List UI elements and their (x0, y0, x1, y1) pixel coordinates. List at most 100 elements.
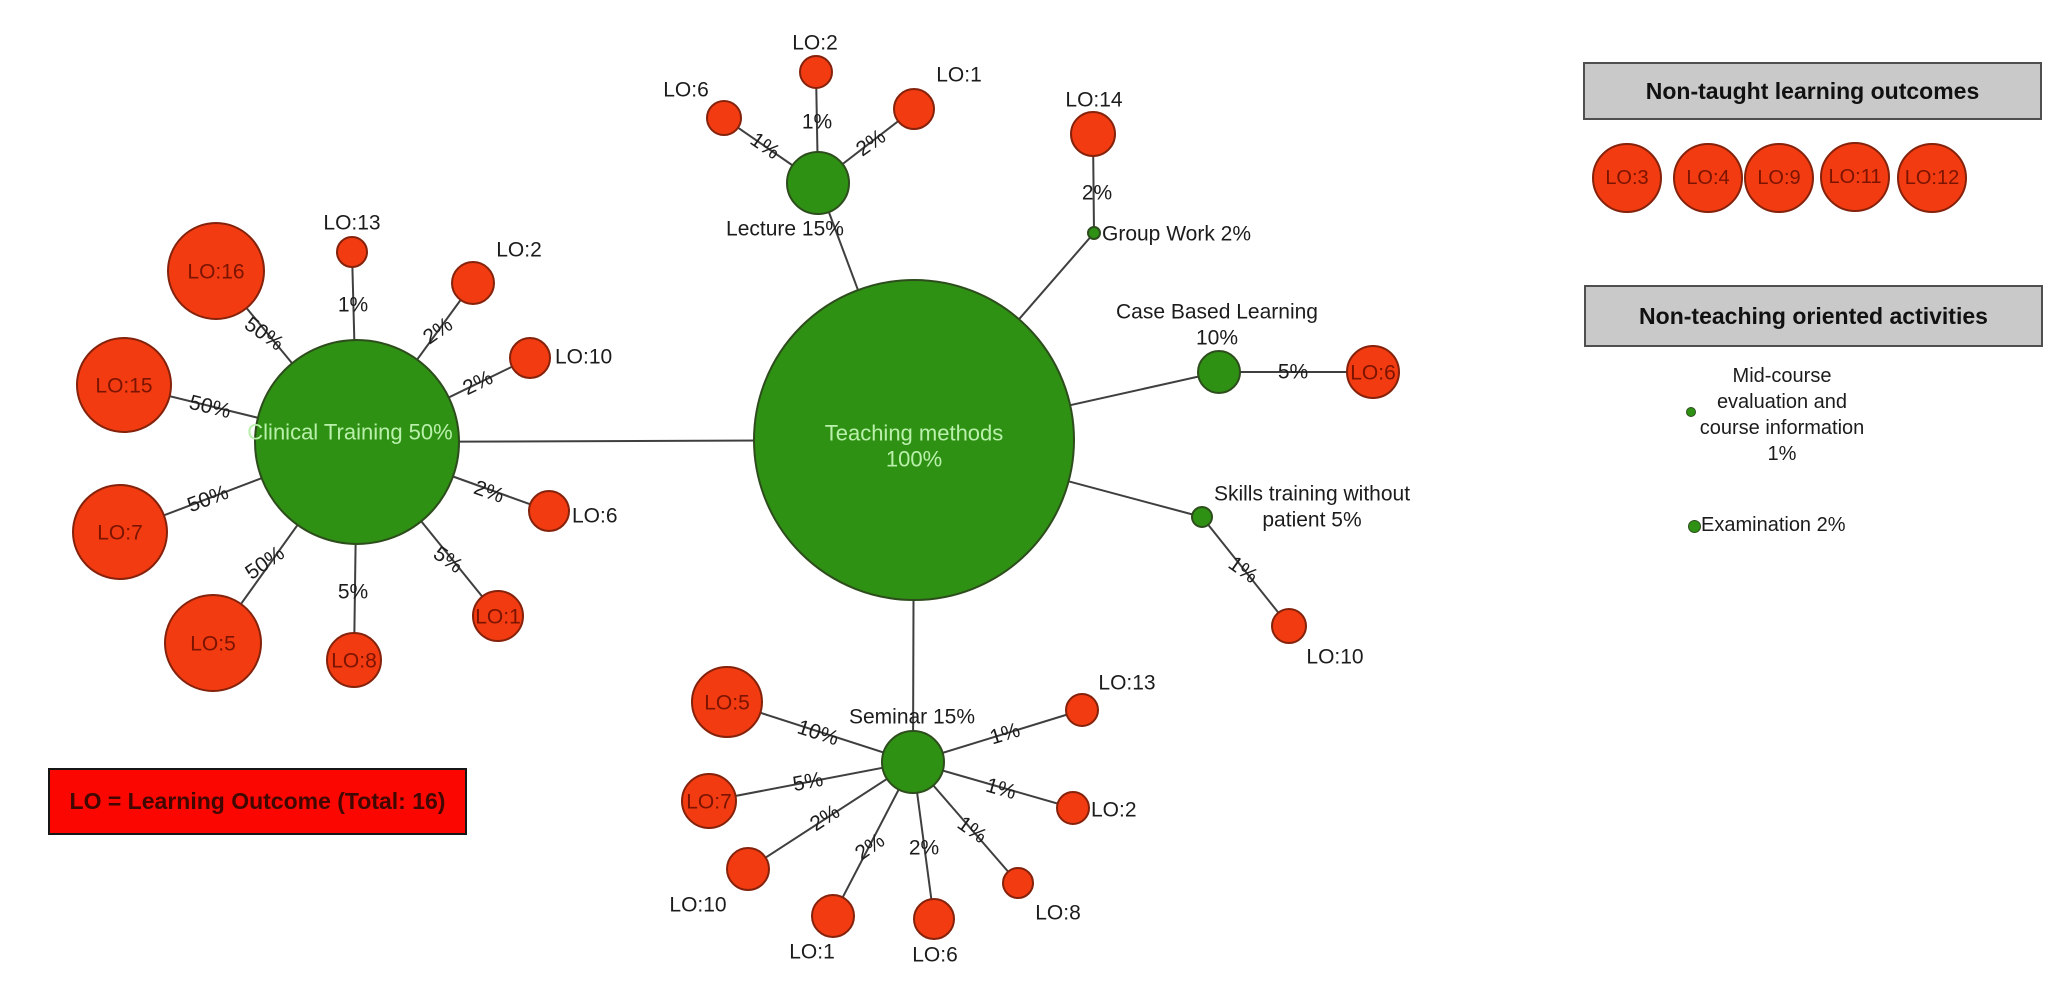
lo-circle (326, 632, 382, 688)
lo-circle (167, 222, 265, 320)
edge-line (1201, 516, 1290, 627)
edge-percent-label: 5% (1278, 361, 1308, 384)
lo-circle (811, 894, 855, 938)
lecture-label: Lecture 15% (726, 218, 844, 241)
lo-circle (336, 236, 368, 268)
edge-percent-label: 2% (1082, 182, 1112, 205)
edge-percent-label: 1% (746, 128, 784, 164)
edge-percent-label: 2% (459, 366, 496, 400)
edge-percent-label: 2% (806, 800, 844, 836)
lo-circle (451, 261, 495, 305)
lo-circle (1056, 791, 1090, 825)
legend-label: LO = Learning Outcome (Total: 16) (69, 788, 446, 814)
edge-percent-label: 10% (794, 716, 841, 751)
edge-percent-label: 2% (852, 125, 890, 161)
lo-circle (1070, 111, 1116, 157)
lo-label: LO:5 (704, 692, 750, 715)
midcourse-line: evaluation and (1716, 391, 1848, 413)
lo-circle (1271, 608, 1307, 644)
edge-percent-label: 1% (1224, 552, 1262, 588)
seminar-hub-circle (881, 730, 945, 794)
lo-label: LO:7 (686, 791, 732, 814)
lo-label: LO:6 (572, 505, 618, 528)
non-taught-lo-circle: LO:9 (1744, 143, 1814, 213)
lo-circle (799, 55, 833, 89)
clinical-training-hub-circle (254, 339, 460, 545)
edge-line (747, 761, 914, 870)
non-taught-lo-circle: LO:3 (1592, 143, 1662, 213)
examination-dot (1688, 520, 1701, 533)
skills-training-hub-circle (1191, 506, 1213, 528)
edge-line (708, 761, 914, 802)
lo-label: LO:2 (1091, 799, 1137, 822)
lo-circle (528, 490, 570, 532)
case-based-learning-label: 10% (1196, 327, 1238, 350)
seminar-label: Seminar 15% (849, 706, 975, 729)
lo-label: LO:13 (1098, 672, 1155, 695)
non-taught-lo-circle: LO:12 (1897, 143, 1967, 213)
teaching-methods-hub-circle (753, 279, 1075, 601)
lo-label: LO:1 (789, 941, 835, 964)
case-based-learning-hub-circle (1197, 350, 1241, 394)
edge-percent-label: 1% (983, 774, 1019, 804)
lo-circle (691, 666, 763, 738)
lo-circle (76, 337, 172, 433)
clinical-training-label: Clinical Training 50% (247, 420, 452, 445)
edge-percent-label: 2% (471, 476, 507, 508)
lo-label: LO:10 (555, 346, 612, 369)
lo-label: LO:2 (792, 32, 838, 55)
lo-circle (726, 847, 770, 891)
group-work-hub-circle (1087, 226, 1101, 240)
lo-label: LO:7 (97, 522, 143, 545)
edge-percent-label: 50% (187, 391, 233, 423)
skills-training-label: patient 5% (1262, 509, 1361, 532)
lo-circle (1065, 693, 1099, 727)
lo-circle (893, 88, 935, 130)
lo-label: LO:15 (95, 375, 152, 398)
lo-label: LO:2 (496, 239, 542, 262)
non-taught-lo-circle: LO:4 (1673, 143, 1743, 213)
lo-label: LO:13 (323, 212, 380, 235)
edge-percent-label: 2% (419, 313, 457, 349)
lo-label: LO:14 (1065, 89, 1123, 112)
lecture-hub-circle (786, 151, 850, 215)
lo-label: LO:1 (475, 606, 521, 629)
non-taught-outcomes-title: Non-taught learning outcomes (1645, 77, 1980, 104)
examination-label: Examination 2% (1701, 514, 1846, 536)
lo-label: LO:6 (1350, 362, 1396, 385)
lo-circle (472, 590, 524, 642)
lo-circle (72, 484, 168, 580)
non-taught-outcomes-header: Non-taught learning outcomes (1583, 62, 2042, 120)
lo-circle (681, 773, 737, 829)
edge-percent-label: 5% (338, 581, 368, 604)
midcourse-line: 1% (1767, 443, 1797, 465)
edge-percent-label: 2% (851, 829, 889, 865)
skills-training-label: Skills training without (1214, 483, 1410, 506)
lo-label: LO:5 (190, 633, 236, 656)
lo-label: LO:6 (663, 79, 709, 102)
midcourse-evaluation-label: Mid-course evaluation and course informa… (1691, 363, 1873, 467)
edge-percent-label: 1% (987, 719, 1023, 750)
edge-percent-label: 2% (909, 837, 939, 860)
midcourse-line: Mid-course (1732, 365, 1832, 387)
lo-label: LO:8 (331, 650, 377, 673)
lo-label: LO:10 (669, 894, 726, 917)
midcourse-line: course information (1699, 417, 1865, 439)
group-work-label: Group Work 2% (1102, 223, 1251, 246)
lo-label: LO:6 (912, 944, 958, 967)
non-taught-lo-circle: LO:11 (1820, 142, 1890, 212)
teaching-methods-label: Teaching methods (825, 421, 1004, 446)
legend-box: LO = Learning Outcome (Total: 16) (48, 768, 467, 835)
edge-percent-label: 5% (791, 768, 825, 796)
lo-label: LO:8 (1035, 902, 1081, 925)
lo-label: LO:16 (187, 261, 244, 284)
lo-label: LO:10 (1306, 646, 1363, 669)
case-based-learning-label: Case Based Learning (1116, 301, 1318, 324)
edge-percent-label: 5% (429, 542, 467, 578)
lo-label: LO:1 (936, 64, 982, 87)
lo-circle (1346, 345, 1400, 399)
lo-circle (1002, 867, 1034, 899)
edge-percent-label: 1% (953, 812, 991, 848)
lo-circle (164, 594, 262, 692)
